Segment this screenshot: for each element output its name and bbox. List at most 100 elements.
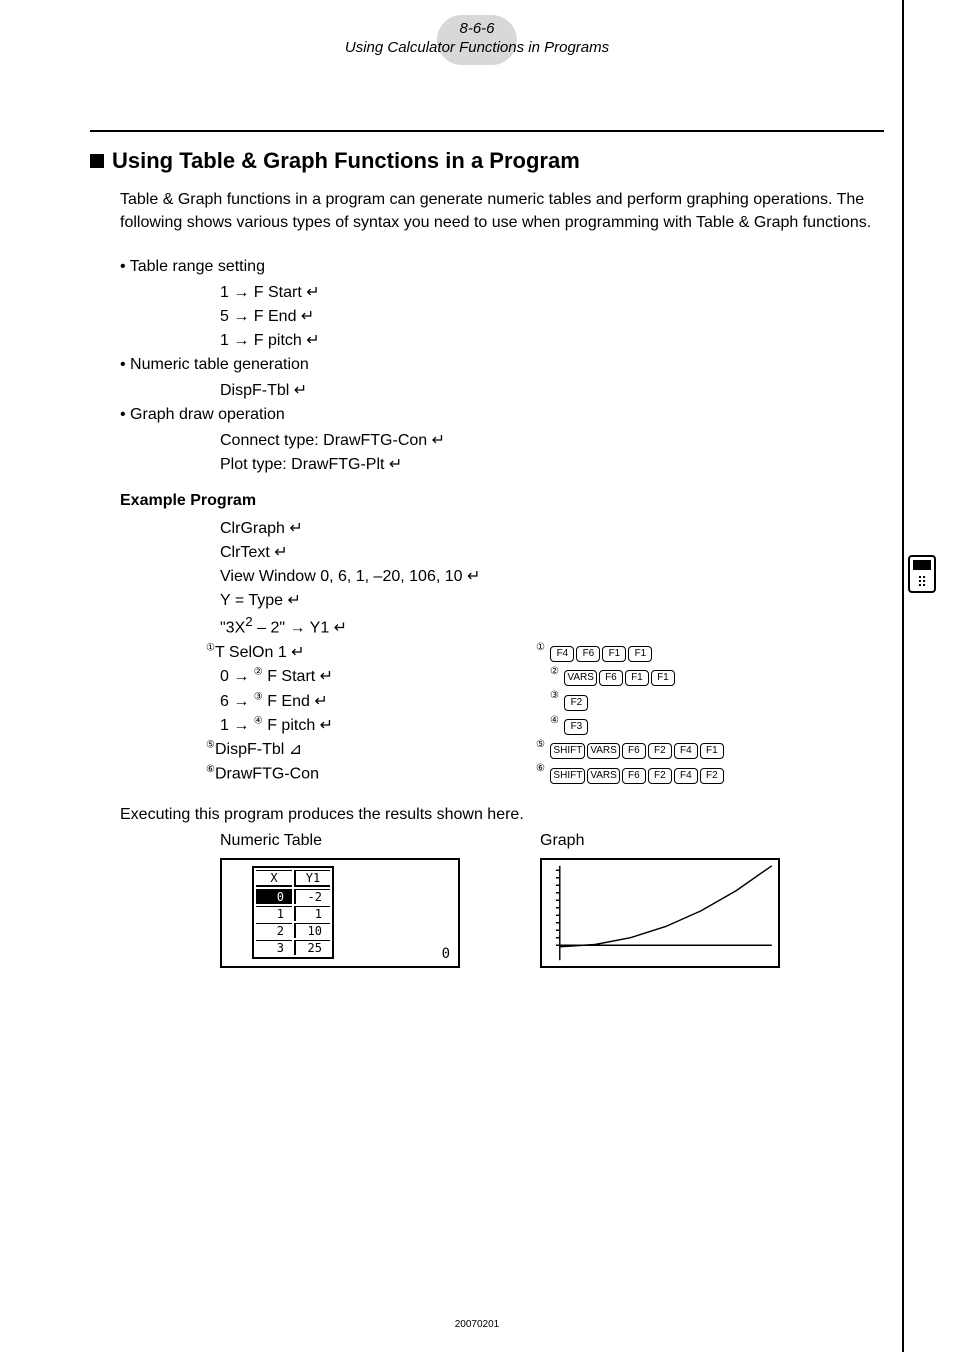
footnote-mark: ② [550,666,559,677]
code-line: 1 → F pitch ↵ [220,330,884,350]
key-list: VARSF6F1F1 [563,667,676,684]
code-row: ⑤DispF-Tbl ⊿ ⑤ SHIFTVARSF6F2F4F1 [220,739,884,759]
graph-svg [542,860,778,966]
graph-block: Graph [540,832,780,968]
section-title: Using Table & Graph Functions in a Progr… [90,148,884,174]
footnote-mark: ⑥ [206,764,215,775]
key-f6: F6 [599,670,623,686]
table-row: 11 [256,906,330,921]
superscript: 2 [245,614,252,629]
table-row: 0-2 [256,889,330,904]
text: F pitch ↵ [263,717,333,734]
example-heading: Example Program [120,492,884,510]
table-cell: 1 [256,906,292,921]
key-f4: F4 [674,768,698,784]
footnote-mark: ⑥ [536,763,545,774]
key-f2: F2 [700,768,724,784]
code-line: Plot type: DrawFTG-Plt ↵ [220,454,884,474]
code-row: ①T SelOn 1 ↵ ① F4F6F1F1 [220,642,884,662]
text: – 2" → Y1 ↵ [253,620,347,637]
key-vars: VARS [564,670,597,686]
key-f6: F6 [576,646,600,662]
table-row: 325 [256,940,330,955]
table-head-row: X Y1 [256,870,330,887]
code-line: View Window 0, 6, 1, –20, 106, 10 ↵ [220,566,884,586]
lcd-graph [540,858,780,968]
footnote-mark: ④ [550,715,559,726]
table-cell: 1 [294,906,330,921]
text: F End ↵ [263,693,328,710]
key-seq: ⑤ SHIFTVARSF6F2F4F1 [536,739,725,759]
numeric-table-label: Numeric Table [220,832,460,850]
text: 6 → [220,693,254,710]
text: F Start ↵ [263,668,333,685]
key-f6: F6 [622,743,646,759]
code-row: 0 → ② F Start ↵ ② VARSF6F1F1 [220,666,884,686]
code-left: ⑤DispF-Tbl ⊿ [206,739,536,759]
text: 1 → [220,717,254,734]
page-header-title: Using Calculator Functions in Programs [345,39,609,56]
code-line: Connect type: DrawFTG-Con ↵ [220,430,884,450]
code-left: ⑥DrawFTG-Con [206,764,536,783]
footnote-mark: ④ [254,716,263,727]
key-seq: ④ F3 [550,715,589,735]
bullet-numeric-table: • Numeric table generation [120,356,884,374]
text: 0 → [220,668,254,685]
bullet-graph-draw: • Graph draw operation [120,406,884,424]
key-f2: F2 [648,768,672,784]
key-f3: F3 [564,719,588,735]
code-left: 0 → ② F Start ↵ [220,666,550,686]
code-row: ⑥DrawFTG-Con ⑥ SHIFTVARSF6F2F4F2 [220,763,884,783]
code-text: DispF-Tbl ⊿ [215,741,302,758]
results-row: Numeric Table X Y1 0-2 11 210 325 0 Grap… [220,832,884,968]
key-f6: F6 [622,768,646,784]
table-head-cell: X [256,870,292,887]
code-left: ①T SelOn 1 ↵ [206,642,536,662]
code-left: 6 → ③ F End ↵ [220,691,550,711]
code-line: ClrText ↵ [220,542,884,562]
key-shift: SHIFT [550,743,585,759]
table-cell: 25 [294,940,330,955]
code-line: "3X2 – 2" → Y1 ↵ [220,614,884,637]
bullet-table-range: • Table range setting [120,258,884,276]
code-line: 1 → F Start ↵ [220,282,884,302]
key-f1: F1 [602,646,626,662]
page-number: 8-6-6 [345,20,609,37]
table-cell: 3 [256,940,292,955]
footnote-mark: ① [536,642,545,653]
code-text: DrawFTG-Con [215,765,319,782]
square-bullet-icon [90,154,104,168]
key-list: F3 [563,716,589,733]
key-f2: F2 [648,743,672,759]
code-line: Y = Type ↵ [220,590,884,610]
footnote-mark: ① [206,643,215,654]
table-row: 210 [256,923,330,938]
table-cell: -2 [294,889,330,904]
section-rule [90,130,884,132]
lcd-status-value: 0 [442,946,450,962]
footer-date: 20070201 [455,1319,500,1330]
footnote-mark: ⑤ [206,740,215,751]
key-shift: SHIFT [550,768,585,784]
key-f4: F4 [550,646,574,662]
page-container: 8-6-6 Using Calculator Functions in Prog… [0,0,954,1008]
results-text: Executing this program produces the resu… [120,806,884,824]
footnote-mark: ③ [550,690,559,701]
section-title-text: Using Table & Graph Functions in a Progr… [112,148,580,174]
code-line: ClrGraph ↵ [220,518,884,538]
code-row: 1 → ④ F pitch ↵ ④ F3 [220,715,884,735]
key-seq: ① F4F6F1F1 [536,642,653,662]
key-seq: ⑥ SHIFTVARSF6F2F4F2 [536,763,725,783]
key-list: F4F6F1F1 [549,643,653,660]
key-f4: F4 [674,743,698,759]
key-f1: F1 [651,670,675,686]
key-f1: F1 [625,670,649,686]
key-list: SHIFTVARSF6F2F4F2 [549,765,724,782]
footnote-mark: ③ [254,691,263,702]
code-line: 5 → F End ↵ [220,306,884,326]
key-seq: ③ F2 [550,690,589,710]
code-text: T SelOn 1 ↵ [215,644,305,661]
key-seq: ② VARSF6F1F1 [550,666,676,686]
key-f1: F1 [700,743,724,759]
key-list: F2 [563,692,589,709]
